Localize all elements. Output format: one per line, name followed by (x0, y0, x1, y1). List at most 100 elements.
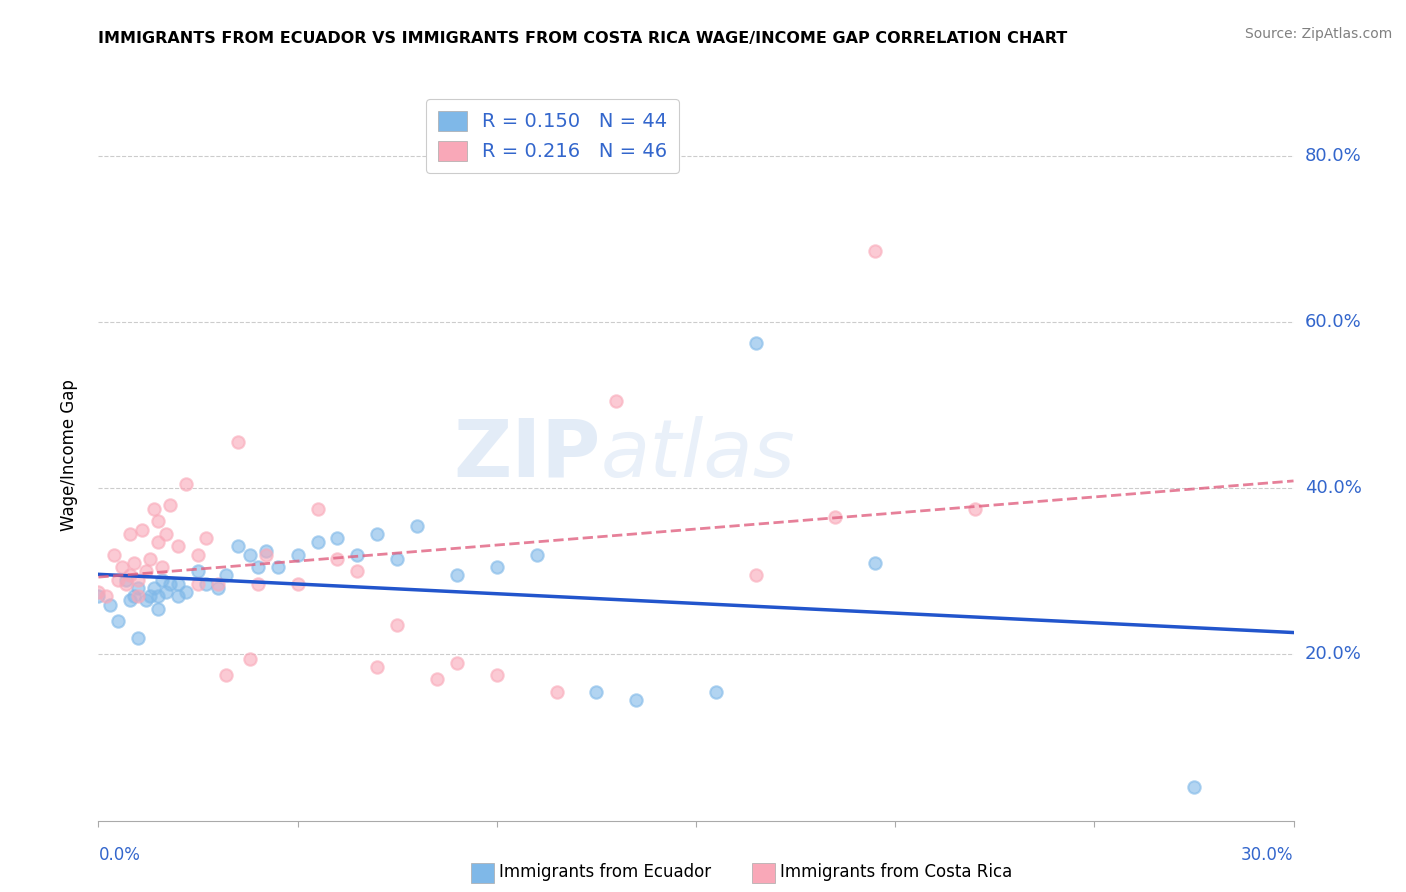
Point (287, 576, 309, 591)
Point (159, 498, 181, 512)
Text: 80.0%: 80.0% (1305, 146, 1361, 165)
Point (267, 560, 290, 574)
Point (159, 576, 181, 591)
Point (239, 548, 262, 562)
Point (187, 548, 209, 562)
Point (254, 543, 277, 558)
Text: 40.0%: 40.0% (1305, 479, 1361, 497)
Point (143, 502, 166, 516)
Point (155, 527, 177, 541)
Point (127, 573, 149, 587)
Point (745, 335, 768, 350)
Point (585, 685, 607, 699)
Point (385, 551, 409, 566)
Point (194, 531, 218, 545)
Text: Source: ZipAtlas.com: Source: ZipAtlas.com (1244, 27, 1392, 41)
Point (127, 581, 149, 595)
Point (406, 518, 429, 533)
Bar (752, 863, 775, 883)
Point (239, 651, 262, 665)
Point (120, 527, 142, 541)
Point (194, 576, 218, 591)
Point (174, 585, 197, 599)
Point (215, 568, 238, 582)
Point (187, 576, 209, 591)
Point (346, 564, 368, 578)
Point (485, 560, 508, 574)
Legend: R = 0.150   N = 44, R = 0.216   N = 46: R = 0.150 N = 44, R = 0.216 N = 46 (426, 99, 679, 173)
Point (226, 435, 249, 450)
Point (124, 556, 146, 570)
Point (254, 548, 277, 562)
Point (605, 393, 627, 408)
Point (148, 589, 170, 603)
Point (207, 581, 229, 595)
Point (346, 548, 368, 562)
Text: atlas: atlas (600, 416, 796, 494)
Point (143, 581, 166, 595)
Point (148, 535, 170, 549)
Point (148, 601, 170, 615)
Point (150, 573, 173, 587)
Point (120, 593, 142, 607)
Point (963, 502, 986, 516)
Point (131, 523, 153, 537)
Point (135, 564, 157, 578)
Point (115, 576, 138, 591)
Text: 60.0%: 60.0% (1305, 313, 1361, 331)
Point (103, 548, 125, 562)
Point (246, 576, 269, 591)
Point (366, 527, 388, 541)
Text: 0.0%: 0.0% (98, 846, 141, 863)
Point (704, 685, 727, 699)
Point (326, 531, 349, 545)
Bar (471, 863, 494, 883)
Point (446, 568, 468, 582)
Point (155, 585, 177, 599)
Point (127, 631, 149, 645)
Point (150, 560, 173, 574)
Point (624, 693, 647, 707)
Text: 30.0%: 30.0% (1241, 846, 1294, 863)
Y-axis label: Wage/Income Gap: Wage/Income Gap (59, 379, 77, 531)
Point (187, 564, 209, 578)
Point (135, 593, 157, 607)
Point (215, 668, 238, 682)
Point (87, 589, 110, 603)
Point (87, 585, 110, 599)
Point (326, 551, 349, 566)
Point (446, 656, 468, 670)
Point (167, 589, 190, 603)
Point (485, 668, 508, 682)
Point (115, 573, 138, 587)
Point (174, 477, 197, 491)
Point (207, 576, 229, 591)
Point (366, 660, 388, 674)
Point (1182, 780, 1205, 795)
Text: ZIP: ZIP (453, 416, 600, 494)
Point (167, 539, 190, 553)
Point (824, 510, 846, 524)
Point (246, 560, 269, 574)
Point (426, 673, 449, 687)
Text: 20.0%: 20.0% (1305, 646, 1361, 664)
Text: Immigrants from Ecuador: Immigrants from Ecuador (499, 863, 711, 881)
Point (526, 548, 548, 562)
Point (546, 685, 568, 699)
Point (167, 576, 190, 591)
Point (287, 548, 309, 562)
Point (107, 573, 129, 587)
Point (863, 244, 886, 259)
Point (139, 551, 162, 566)
Point (96, 589, 118, 603)
Point (107, 614, 129, 628)
Point (385, 618, 409, 632)
Point (120, 568, 142, 582)
Point (139, 589, 162, 603)
Point (745, 568, 768, 582)
Point (226, 539, 249, 553)
Point (307, 502, 329, 516)
Text: IMMIGRANTS FROM ECUADOR VS IMMIGRANTS FROM COSTA RICA WAGE/INCOME GAP CORRELATIO: IMMIGRANTS FROM ECUADOR VS IMMIGRANTS FR… (98, 31, 1067, 46)
Point (111, 560, 134, 574)
Text: Immigrants from Costa Rica: Immigrants from Costa Rica (780, 863, 1012, 881)
